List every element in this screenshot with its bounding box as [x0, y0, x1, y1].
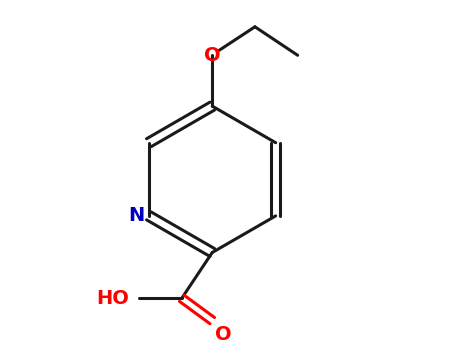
Text: N: N [128, 206, 145, 225]
Text: HO: HO [96, 289, 129, 308]
Text: O: O [204, 46, 221, 65]
Text: O: O [215, 325, 232, 344]
